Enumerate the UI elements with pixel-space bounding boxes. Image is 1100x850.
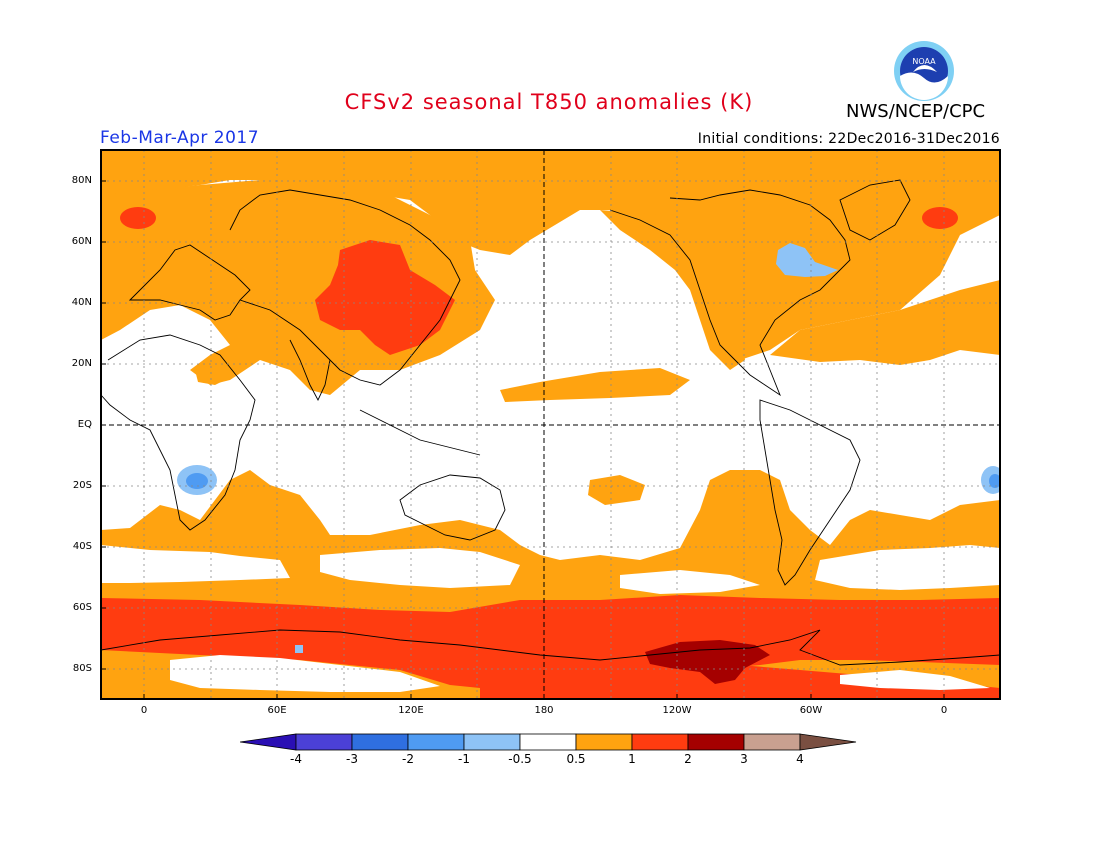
anomaly-region-tropical-pacific [500, 368, 690, 402]
lat-label-60s: 60S [72, 602, 92, 613]
anomaly-field [101, 150, 1000, 699]
forecast-period: Feb-Mar-Apr 2017 [100, 128, 260, 148]
initial-conditions-label: Initial conditions: 22Dec2016-31Dec2016 [697, 131, 1000, 147]
lat-label-40s: 40S [72, 541, 92, 552]
coastlines [101, 179, 1000, 666]
colorbar-segment-3 [407, 733, 465, 751]
colorbar-label: -2 [402, 752, 414, 766]
lat-label-20s: 20S [72, 480, 92, 491]
colorbar-label: 3 [740, 752, 748, 766]
lon-label-120w: 120W [662, 705, 692, 716]
anomaly-region-arctic [101, 150, 1000, 360]
anomaly-region-africa [195, 362, 235, 385]
lon-label-180: 180 [534, 705, 554, 716]
anomaly-region-south-pacific [588, 475, 645, 505]
axis-ticks [101, 180, 945, 699]
colorbar-segment-1 [295, 733, 353, 751]
lat-label-60n: 60N [71, 236, 92, 247]
anomaly-region-east-asia [315, 240, 455, 355]
colorbar-label: -1 [458, 752, 470, 766]
colorbar-segment-9 [743, 733, 801, 751]
colorbar-segment-4 [463, 733, 521, 751]
colorbar-segment-6 [575, 733, 633, 751]
colorbar-label: -3 [346, 752, 358, 766]
anomaly-region-atlantic [770, 280, 1000, 365]
chart-title: CFSv2 seasonal T850 anomalies (K) [344, 90, 754, 114]
anomaly-region-north-america [600, 210, 745, 370]
colorbar-label: 0.5 [566, 752, 586, 766]
lon-label-60w: 60W [799, 705, 823, 716]
anomaly-region-southern-ocean [101, 595, 1000, 690]
colorbar-segment-0 [240, 733, 297, 751]
colorbar-label: 1 [628, 752, 636, 766]
noaa-logo: NOAA [894, 41, 954, 101]
lat-label-80n: 80N [71, 175, 92, 186]
org-label: NWS/NCEP/CPC [846, 101, 986, 122]
lon-label-60e: 60E [267, 705, 287, 716]
reference-lines [101, 150, 1000, 699]
colorbar-label: 2 [684, 752, 692, 766]
lat-label-20n: 20N [71, 358, 92, 369]
anomaly-region-west-antarctica [645, 640, 770, 684]
lon-label-120e: 120E [398, 705, 424, 716]
anomaly-region-hudson-bay [776, 243, 838, 277]
lat-label-eq: EQ [77, 419, 92, 430]
colorbar [240, 733, 857, 751]
colorbar-label: 4 [796, 752, 804, 766]
colorbar-segment-8 [687, 733, 745, 751]
noaa-logo-text: NOAA [912, 57, 936, 66]
grid-lines [101, 150, 1000, 699]
colorbar-segment-10 [799, 733, 857, 751]
colorbar-segment-7 [631, 733, 689, 751]
colorbar-segment-5 [519, 733, 577, 751]
colorbar-label: -4 [290, 752, 302, 766]
lat-label-80s: 80S [72, 663, 92, 674]
lon-label-0-east: 0 [940, 705, 948, 716]
lon-label-0-west: 0 [140, 705, 148, 716]
lat-label-40n: 40N [71, 297, 92, 308]
colorbar-segment-2 [351, 733, 409, 751]
colorbar-label: -0.5 [508, 752, 532, 766]
